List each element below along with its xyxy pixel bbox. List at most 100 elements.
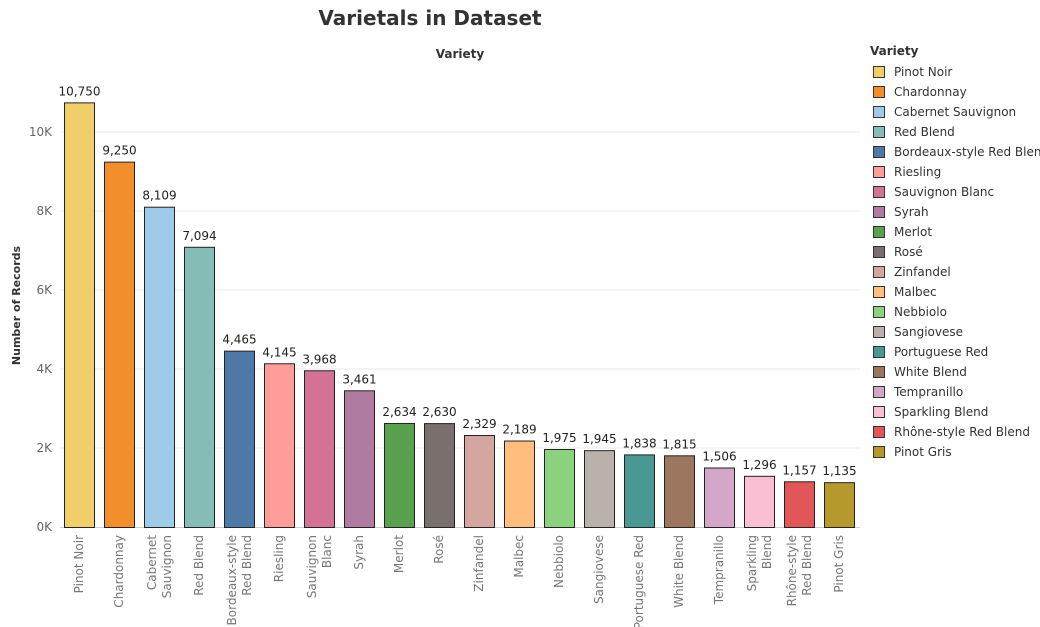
legend-item[interactable]: White Blend: [868, 362, 1040, 382]
legend-item[interactable]: Tempranillo: [868, 382, 1040, 402]
legend-item[interactable]: Sauvignon Blanc: [868, 182, 1040, 202]
bar: [344, 390, 375, 528]
x-tick-label: Zinfandel: [472, 535, 486, 592]
data-label: 1,296: [742, 458, 776, 472]
y-tick-label: 0K: [36, 520, 53, 534]
y-tick-label: 4K: [36, 362, 53, 376]
legend-item[interactable]: Riesling: [868, 162, 1040, 182]
bar: [304, 370, 335, 528]
bar: [584, 450, 615, 528]
data-label: 1,135: [822, 464, 856, 478]
legend-label: Rhône-style Red Blend: [894, 425, 1030, 439]
data-label: 7,094: [182, 229, 216, 243]
x-tick-label: Tempranillo: [712, 535, 726, 605]
bar: [784, 481, 815, 528]
x-tick-label: Malbec: [512, 535, 526, 578]
legend-item[interactable]: Syrah: [868, 202, 1040, 222]
legend-item[interactable]: Malbec: [868, 282, 1040, 302]
legend-label: Sangiovese: [894, 325, 963, 339]
data-label: 1,506: [702, 450, 736, 464]
legend-label: Portuguese Red: [894, 345, 989, 359]
x-tick-label: Rhône-styleRed Blend: [785, 535, 814, 606]
bar: [824, 482, 855, 529]
legend-item[interactable]: Red Blend: [868, 122, 1040, 142]
data-label: 1,157: [782, 463, 816, 477]
legend-item[interactable]: Portuguese Red: [868, 342, 1040, 362]
bar-chart: Variety 0K 2K 4K 6K 8K 10K Number of Records 10,…: [10, 47, 860, 627]
x-tick-label: Pinot Gris: [832, 535, 846, 593]
legend-swatch: [873, 146, 885, 158]
bar: [184, 246, 215, 529]
data-label: 2,329: [462, 417, 496, 431]
y-tick-label: 2K: [36, 441, 53, 455]
legend-swatch: [873, 106, 885, 118]
y-tick-label: 8K: [36, 204, 53, 218]
data-label: 8,109: [142, 189, 176, 203]
bar: [464, 435, 495, 528]
legend-label: Rosé: [894, 245, 923, 259]
legend-item[interactable]: Zinfandel: [868, 262, 1040, 282]
legend-swatch: [873, 346, 885, 358]
y-tick-label: 10K: [29, 125, 53, 139]
legend-item[interactable]: Pinot Noir: [868, 62, 1040, 82]
legend-swatch: [873, 86, 885, 98]
bar: [264, 363, 295, 528]
legend-item[interactable]: Sparkling Blend: [868, 402, 1040, 422]
legend: Variety Pinot Noir Chardonnay Cabernet Sau…: [868, 44, 1040, 462]
x-tick-label: Merlot: [392, 535, 406, 573]
legend-swatch: [873, 166, 885, 178]
legend-swatch: [873, 306, 885, 318]
x-tick-label: Chardonnay: [112, 535, 126, 608]
legend-swatch: [873, 326, 885, 338]
legend-label: Sparkling Blend: [894, 405, 989, 419]
legend-swatch: [873, 386, 885, 398]
bar: [384, 422, 415, 528]
y-tick-label: 6K: [36, 283, 53, 297]
legend-item[interactable]: Pinot Gris: [868, 442, 1040, 462]
legend-item[interactable]: Bordeaux-style Red Blend: [868, 142, 1040, 162]
x-tick-label: Pinot Noir: [72, 535, 86, 593]
x-tick-label: SparklingBlend: [745, 535, 774, 591]
bar: [64, 102, 95, 528]
legend-label: White Blend: [894, 365, 967, 379]
legend-swatch: [873, 286, 885, 298]
x-tick-label: CabernetSauvignon: [145, 535, 174, 598]
legend-item[interactable]: Rosé: [868, 242, 1040, 262]
column-header: Variety: [436, 47, 485, 61]
x-tick-label: SauvignonBlanc: [305, 535, 334, 598]
legend-item[interactable]: Sangiovese: [868, 322, 1040, 342]
x-tick-label: Nebbiolo: [552, 535, 566, 588]
legend-swatch: [873, 186, 885, 198]
legend-swatch: [873, 246, 885, 258]
legend-label: Riesling: [894, 165, 942, 179]
legend-label: Tempranillo: [894, 385, 964, 399]
legend-item[interactable]: Cabernet Sauvignon: [868, 102, 1040, 122]
legend-label: Syrah: [894, 205, 929, 219]
bar: [624, 454, 655, 528]
x-tick-label: Rosé: [432, 535, 446, 564]
data-label: 4,465: [222, 333, 256, 347]
legend-label: Red Blend: [894, 125, 955, 139]
legend-item[interactable]: Nebbiolo: [868, 302, 1040, 322]
chart-title: Varietals in Dataset: [318, 6, 542, 30]
legend-title: Variety: [870, 44, 919, 58]
data-label: 1,945: [582, 432, 616, 446]
x-tick-label: Riesling: [272, 535, 286, 582]
legend-swatch: [873, 426, 885, 438]
legend-swatch: [873, 206, 885, 218]
bar: [424, 423, 455, 528]
legend-item[interactable]: Merlot: [868, 222, 1040, 242]
y-axis-label: Number of Records: [10, 245, 23, 365]
data-label: 10,750: [59, 84, 101, 98]
legend-swatch: [873, 406, 885, 418]
legend-swatch: [873, 66, 885, 78]
legend-item[interactable]: Chardonnay: [868, 82, 1040, 102]
x-tick-label: Sangiovese: [592, 535, 606, 604]
legend-label: Chardonnay: [894, 85, 967, 99]
bar: [704, 467, 735, 528]
legend-label: Zinfandel: [894, 265, 951, 279]
legend-item[interactable]: Rhône-style Red Blend: [868, 422, 1040, 442]
data-label: 2,189: [502, 423, 536, 437]
bar: [744, 475, 775, 529]
legend-label: Malbec: [894, 285, 937, 299]
